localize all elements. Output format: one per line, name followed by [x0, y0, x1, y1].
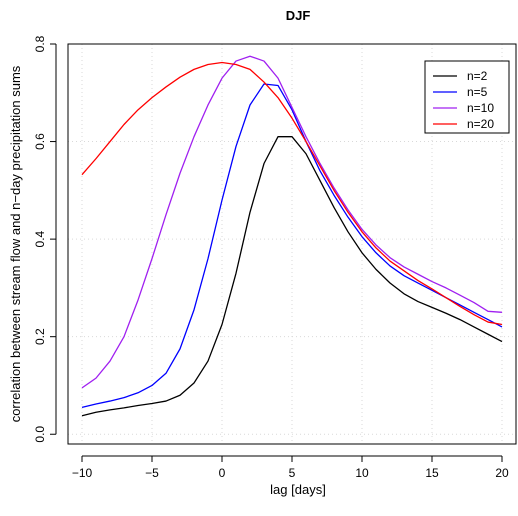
series-group	[81, 55, 503, 417]
x-tick-label: −5	[145, 466, 159, 480]
chart-title: DJF	[286, 8, 311, 23]
legend-label: n=5	[467, 85, 488, 99]
x-tick-label: 0	[219, 466, 226, 480]
x-axis-label: lag [days]	[270, 482, 326, 497]
y-tick-label: 0.4	[33, 230, 47, 247]
x-tick-label: 20	[495, 466, 509, 480]
series-line-n-10	[81, 55, 503, 389]
x-tick-label: −10	[72, 466, 93, 480]
y-axis: 0.0 0.2 0.4 0.6 0.8	[33, 35, 57, 443]
y-tick-label: 0.8	[33, 35, 47, 52]
y-tick-label: 0.6	[33, 133, 47, 150]
x-tick-label: 10	[355, 466, 369, 480]
series-line-n-20	[81, 61, 503, 326]
legend-label: n=10	[467, 101, 494, 115]
series-line-n-2	[81, 136, 503, 417]
legend-label: n=2	[467, 69, 488, 83]
plot-frame	[67, 43, 517, 445]
legend-box	[424, 60, 510, 134]
series-line-n-5	[81, 83, 503, 409]
x-tick-label: 5	[289, 466, 296, 480]
y-tick-label: 0.0	[33, 426, 47, 443]
legend: n=2 n=5 n=10 n=20	[424, 60, 510, 134]
x-tick-label: 15	[425, 466, 439, 480]
legend-label: n=20	[467, 117, 494, 131]
y-axis-label: correlation between stream flow and n−da…	[8, 65, 23, 422]
x-axis: −10 −5 0 5 10 15 20	[72, 455, 509, 480]
y-tick-label: 0.2	[33, 328, 47, 345]
